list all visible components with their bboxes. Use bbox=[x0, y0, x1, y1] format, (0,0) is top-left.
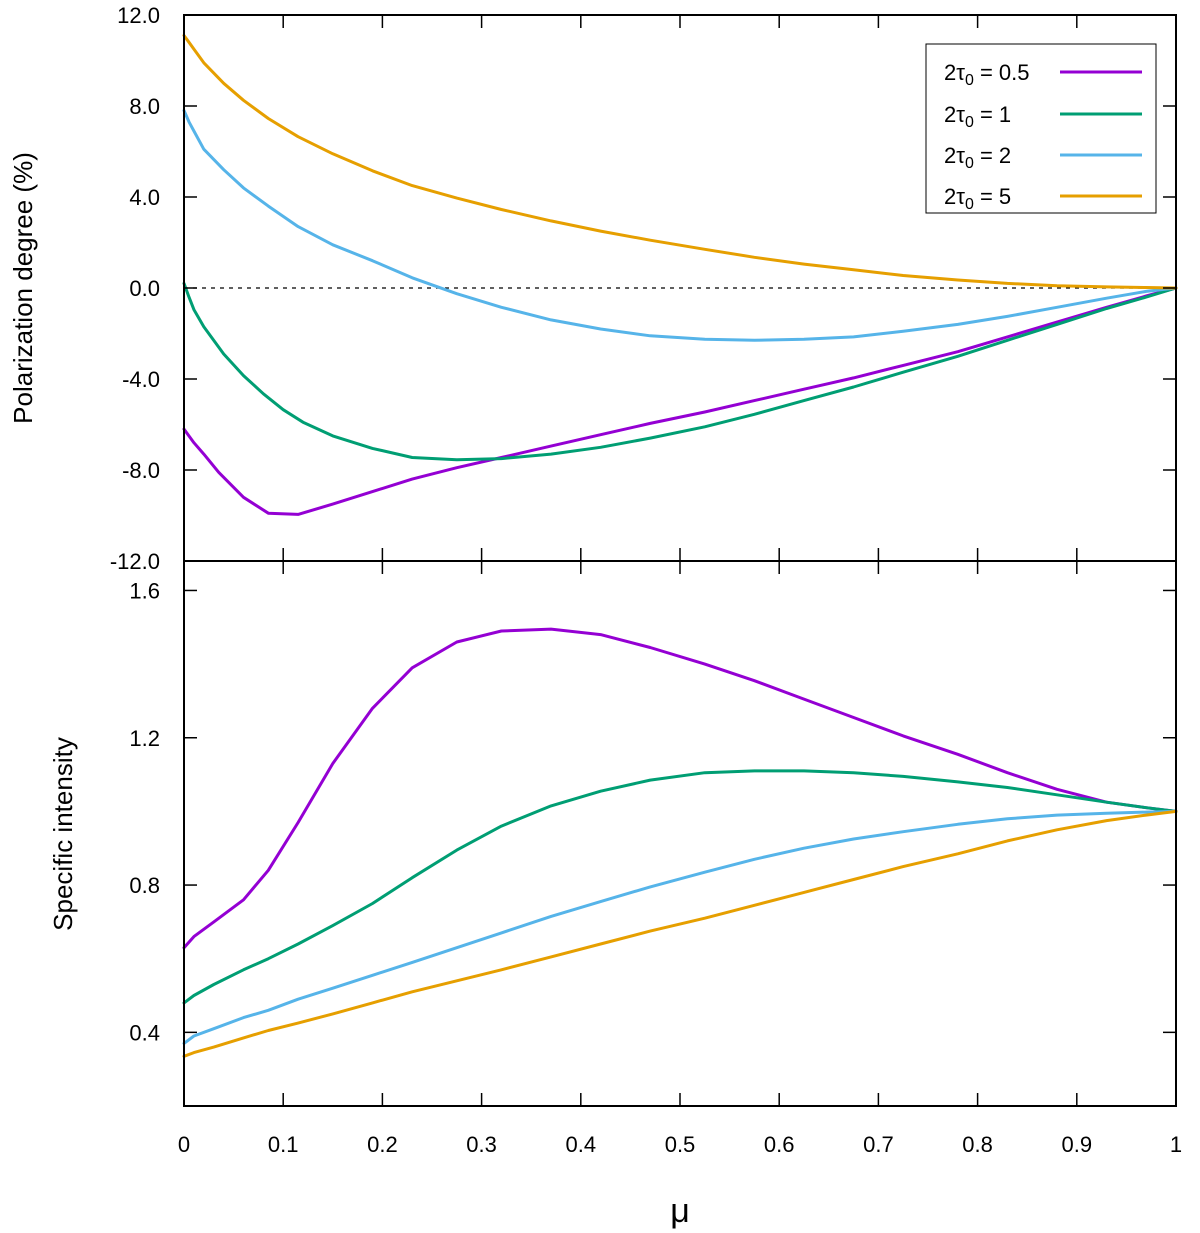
x-tick-label: 0.3 bbox=[466, 1132, 497, 1157]
x-tick-label: 0 bbox=[178, 1132, 190, 1157]
top-series-line-3 bbox=[182, 34, 1178, 290]
x-tick-label: 0.9 bbox=[1062, 1132, 1093, 1157]
bottom-y-tick-label: 0.8 bbox=[129, 873, 160, 898]
legend-entry: 2τ0 = 0.5 bbox=[944, 60, 1142, 89]
legend: 2τ0 = 0.5 2τ0 = 1 2τ0 = 2 2τ0 = 5 bbox=[925, 43, 1157, 214]
x-tick-label: 0.8 bbox=[962, 1132, 993, 1157]
top-ticks-group: -12.0 -8.0 -4.0 0.0 4.0 8.0 12.0 bbox=[110, 3, 1177, 574]
legend-label: 2τ0 = 1 bbox=[944, 102, 1011, 131]
legend-entry: 2τ0 = 2 bbox=[944, 143, 1142, 172]
top-series-group bbox=[182, 34, 1178, 516]
x-tick-label: 0.1 bbox=[268, 1132, 299, 1157]
x-tick-label: 0.6 bbox=[764, 1132, 795, 1157]
bottom-y-tick-label: 1.6 bbox=[129, 578, 160, 603]
top-y-axis-title: Polarization degree (%) bbox=[8, 152, 38, 424]
top-y-tick-label: 12.0 bbox=[117, 3, 160, 28]
bottom-y-tick-label: 0.4 bbox=[129, 1020, 160, 1045]
x-tick-label: 0.2 bbox=[367, 1132, 398, 1157]
top-y-tick-label: -12.0 bbox=[110, 549, 160, 574]
top-panel: -12.0 -8.0 -4.0 0.0 4.0 8.0 12.0 Polarization … bbox=[8, 3, 1178, 574]
legend-entry: 2τ0 = 5 bbox=[944, 184, 1142, 213]
top-series-line-0 bbox=[182, 286, 1178, 516]
legend-label: 2τ0 = 2 bbox=[944, 143, 1011, 172]
bottom-y-axis-title: Specific intensity bbox=[48, 737, 78, 931]
x-tick-label: 0.7 bbox=[863, 1132, 894, 1157]
bottom-plot-frame bbox=[183, 560, 1177, 1107]
top-y-tick-label: -4.0 bbox=[122, 367, 160, 392]
x-axis-title: μ bbox=[670, 1192, 690, 1230]
x-tick-label: 0.5 bbox=[665, 1132, 696, 1157]
top-y-tick-label: 4.0 bbox=[129, 185, 160, 210]
x-tick-label: 0.4 bbox=[566, 1132, 597, 1157]
bottom-series-line-1 bbox=[182, 769, 1178, 1005]
bottom-series-line-2 bbox=[182, 809, 1178, 1045]
legend-entry: 2τ0 = 1 bbox=[944, 102, 1142, 131]
bottom-y-tick-label: 1.2 bbox=[129, 726, 160, 751]
bottom-ticks-group: 0.4 0.8 1.2 1.6 0 0.1 0.2 0.3 0.4 0.5 0.6 0.7 0.8 0.9… bbox=[129, 561, 1182, 1157]
top-y-tick-label: 8.0 bbox=[129, 94, 160, 119]
bottom-panel: 0.4 0.8 1.2 1.6 0 0.1 0.2 0.3 0.4 0.5 0.6 0.7 0.8 0.9… bbox=[48, 560, 1182, 1230]
legend-label: 2τ0 = 5 bbox=[944, 184, 1011, 213]
top-series-line-2 bbox=[182, 109, 1178, 342]
bottom-series-line-3 bbox=[182, 809, 1178, 1058]
top-series-line-1 bbox=[182, 281, 1178, 462]
legend-label: 2τ0 = 0.5 bbox=[944, 60, 1030, 89]
bottom-series-line-0 bbox=[182, 627, 1178, 950]
top-y-tick-label: 0.0 bbox=[129, 276, 160, 301]
bottom-series-group bbox=[182, 627, 1178, 1058]
x-tick-label: 1 bbox=[1170, 1132, 1182, 1157]
top-y-tick-label: -8.0 bbox=[122, 458, 160, 483]
